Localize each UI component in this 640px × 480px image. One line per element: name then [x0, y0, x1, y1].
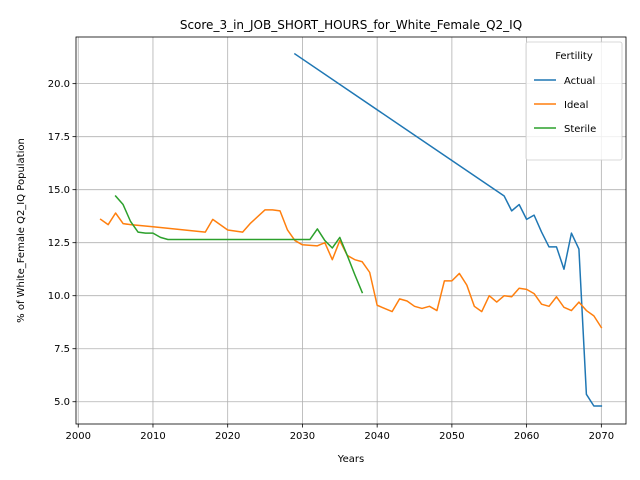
x-tick-label: 2050 [439, 431, 464, 442]
legend-items: Actual Ideal Sterile [534, 76, 596, 135]
x-tick-label: 2060 [514, 431, 539, 442]
y-tick-label: 20.0 [48, 79, 70, 90]
x-axis-label: Years [337, 454, 364, 465]
y-tick-label: 10.0 [48, 291, 70, 302]
x-tick-label: 2000 [66, 431, 91, 442]
x-tick-label: 2010 [140, 431, 165, 442]
series-line-actual [293, 52, 603, 407]
series-layer [99, 52, 603, 407]
y-axis-label: % of White_Female Q2_IQ Population [16, 138, 27, 323]
legend-box [525, 41, 623, 161]
legend-label-actual: Actual [564, 76, 595, 87]
x-tick-label: 2030 [290, 431, 315, 442]
legend: Fertility Actual Ideal Sterile [525, 41, 623, 161]
series-line-sterile [114, 194, 364, 294]
chart-title: Score_3_in_JOB_SHORT_HOURS_for_White_Fem… [180, 18, 522, 32]
x-tick-label: 2020 [215, 431, 240, 442]
legend-title: Fertility [555, 51, 593, 62]
y-tick-label: 17.5 [48, 132, 70, 143]
x-tick-label: 2040 [364, 431, 389, 442]
y-tick-label: 12.5 [48, 238, 70, 249]
legend-label-sterile: Sterile [564, 124, 596, 135]
x-tick-label: 2070 [589, 431, 614, 442]
y-axis: 5.0 7.5 10.0 12.5 15.0 17.5 20.0 [48, 79, 76, 408]
plot-frame [75, 36, 627, 425]
y-tick-label: 7.5 [54, 344, 70, 355]
x-axis: 2000 2010 2020 2030 2040 2050 2060 2070 [66, 424, 614, 442]
y-tick-label: 15.0 [48, 185, 70, 196]
y-tick-label: 5.0 [54, 397, 70, 408]
legend-label-ideal: Ideal [564, 100, 588, 111]
series-line-ideal [99, 209, 603, 329]
